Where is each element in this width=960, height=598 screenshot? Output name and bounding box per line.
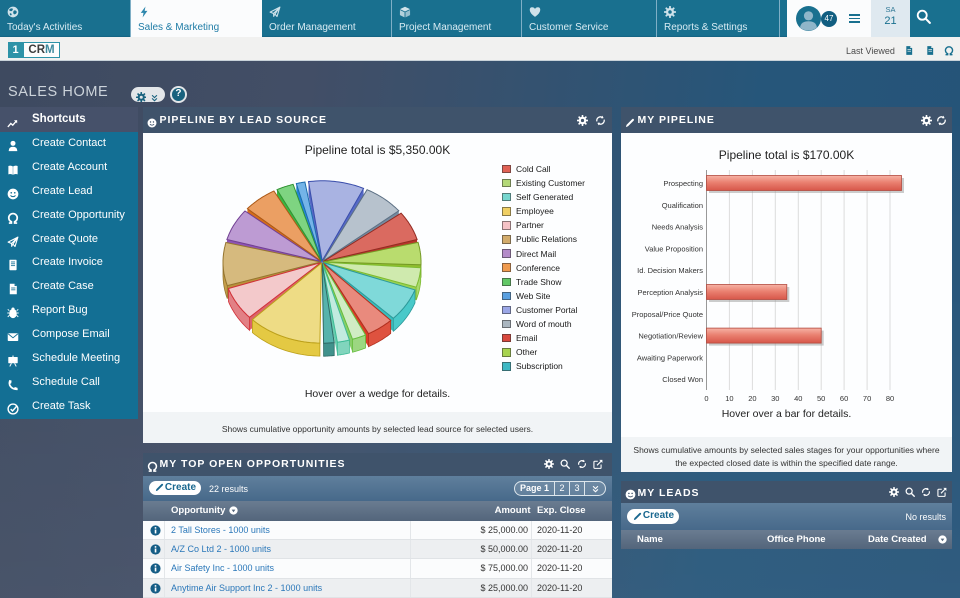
svg-text:70: 70 — [863, 394, 871, 403]
svg-text:Negotiation/Review: Negotiation/Review — [638, 332, 703, 341]
svg-text:0: 0 — [704, 394, 708, 403]
svg-text:20: 20 — [748, 394, 756, 403]
svg-text:Closed Won: Closed Won — [662, 375, 703, 384]
svg-text:50: 50 — [817, 394, 825, 403]
svg-text:Awaiting Paperwork: Awaiting Paperwork — [637, 353, 703, 362]
svg-text:40: 40 — [794, 394, 802, 403]
svg-text:60: 60 — [840, 394, 848, 403]
svg-text:Id. Decision Makers: Id. Decision Makers — [637, 266, 703, 275]
svg-text:Prospecting: Prospecting — [663, 179, 703, 188]
svg-text:Value Proposition: Value Proposition — [645, 244, 703, 253]
svg-text:Needs Analysis: Needs Analysis — [652, 223, 704, 232]
svg-text:10: 10 — [725, 394, 733, 403]
svg-text:80: 80 — [886, 394, 894, 403]
svg-text:Qualification: Qualification — [662, 201, 703, 210]
svg-text:Perception Analysis: Perception Analysis — [638, 288, 704, 297]
svg-text:30: 30 — [771, 394, 779, 403]
svg-text:Proposal/Price Quote: Proposal/Price Quote — [632, 310, 703, 319]
